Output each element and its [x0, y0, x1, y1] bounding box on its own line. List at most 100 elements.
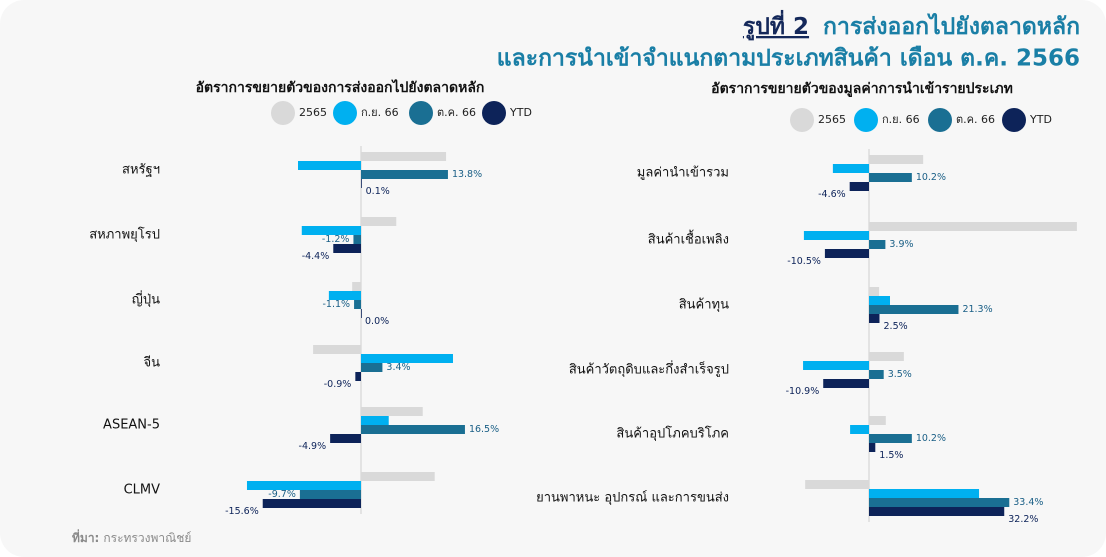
bar [354, 300, 361, 309]
bar [361, 472, 435, 481]
bar [361, 152, 447, 161]
bar [849, 182, 869, 191]
chart-title: อัตราการขยายตัวของการส่งออกไปยังตลาดหลัก [196, 78, 485, 96]
data-label: -0.9% [324, 379, 352, 390]
source-text: กระทรวงพาณิชย์ [103, 531, 191, 545]
bar [361, 363, 383, 372]
data-label: -1.2% [322, 234, 350, 245]
category-label: CLMV [124, 483, 161, 498]
bar [832, 164, 869, 173]
title-line: การส่งออกไปยังตลาดหลัก [823, 12, 1080, 40]
bar [361, 354, 453, 363]
legend-marker [333, 101, 357, 125]
figure-label: รูปที่ 2 [743, 9, 809, 41]
bar [313, 345, 361, 354]
bar [361, 179, 362, 188]
legend-marker [1002, 108, 1026, 132]
category-label: สินค้าวัตถุดิบและกึ่งสำเร็จรูป [569, 360, 729, 378]
category-label: ญี่ปุ่น [132, 291, 160, 308]
category-label: สินค้าอุปโภคบริโภค [616, 426, 729, 442]
chart-title: อัตราการขยายตัวของมูลค่าการนำเข้ารายประเ… [711, 81, 1013, 97]
legend-label: YTD [509, 106, 532, 119]
bar [298, 161, 361, 170]
source-label: ที่มา: [72, 529, 99, 545]
bar [869, 370, 884, 379]
bar [333, 244, 361, 253]
data-label: 1.5% [879, 450, 903, 461]
source: ที่มา: กระทรวงพาณิชย์ [72, 529, 191, 545]
bar [869, 240, 886, 249]
data-label: -9.7% [268, 489, 296, 500]
data-label: 10.2% [916, 433, 946, 444]
bar [299, 490, 361, 499]
data-label: 3.5% [888, 369, 912, 380]
bar [352, 282, 361, 291]
title-line: และการนำเข้าจำแนกตามประเภทสินค้า เดือน ต… [497, 46, 1080, 72]
bar [869, 489, 980, 498]
bar [361, 425, 465, 434]
bar [869, 173, 912, 182]
bar [803, 361, 869, 370]
bar [262, 499, 361, 508]
bar [361, 416, 389, 425]
bar [869, 305, 959, 314]
data-label: -15.6% [225, 506, 259, 517]
legend-marker [790, 108, 814, 132]
bar [246, 481, 361, 490]
bar [869, 507, 1005, 516]
data-label: 32.2% [1008, 514, 1038, 525]
bar [330, 434, 361, 443]
legend-marker [409, 101, 433, 125]
data-label: 16.5% [469, 424, 499, 435]
category-label: จีน [143, 355, 160, 371]
data-label: 3.4% [386, 362, 410, 373]
data-label: 2.5% [884, 321, 908, 332]
bar [361, 407, 423, 416]
data-label: 33.4% [1013, 497, 1043, 508]
category-label: สหรัฐฯ [122, 163, 160, 178]
legend-label: ก.ย. 66 [882, 113, 920, 126]
bar [301, 226, 361, 235]
bar [869, 443, 876, 452]
bar [869, 416, 886, 425]
bar [353, 235, 361, 244]
bar [361, 170, 448, 179]
bar [869, 155, 924, 164]
data-label: -10.9% [786, 386, 820, 397]
bar [869, 434, 912, 443]
legend-marker [854, 108, 878, 132]
data-label: -4.6% [818, 189, 846, 200]
figure-title: รูปที่ 2 การส่งออกไปยังตลาดหลัก [743, 9, 1080, 41]
legend-label: 2565 [299, 106, 327, 119]
bar [869, 498, 1010, 507]
legend-label: ต.ค. 66 [437, 106, 476, 119]
bar [850, 425, 869, 434]
data-label: 13.8% [452, 169, 482, 180]
legend-label: YTD [1029, 113, 1052, 126]
data-label: 0.1% [366, 186, 390, 197]
data-label: -4.9% [299, 441, 327, 452]
category-label: สินค้าทุน [679, 298, 729, 313]
bar [869, 222, 1077, 231]
data-label: -4.4% [302, 251, 330, 262]
legend-marker [271, 101, 295, 125]
data-label: 10.2% [916, 172, 946, 183]
bar [361, 217, 397, 226]
data-label: 3.9% [889, 239, 913, 250]
bar [869, 296, 890, 305]
category-label: มูลค่านำเข้ารวม [637, 166, 729, 181]
bar [805, 480, 869, 489]
bar [328, 291, 361, 300]
data-label: -1.1% [322, 299, 350, 310]
bar [869, 314, 880, 323]
category-label: ASEAN-5 [103, 418, 160, 433]
category-label: สินค้าเชื้อเพลิง [648, 230, 729, 248]
legend-marker [928, 108, 952, 132]
bar [803, 231, 869, 240]
data-label: 21.3% [962, 304, 992, 315]
legend-label: ต.ค. 66 [956, 113, 995, 126]
legend-label: 2565 [818, 113, 846, 126]
